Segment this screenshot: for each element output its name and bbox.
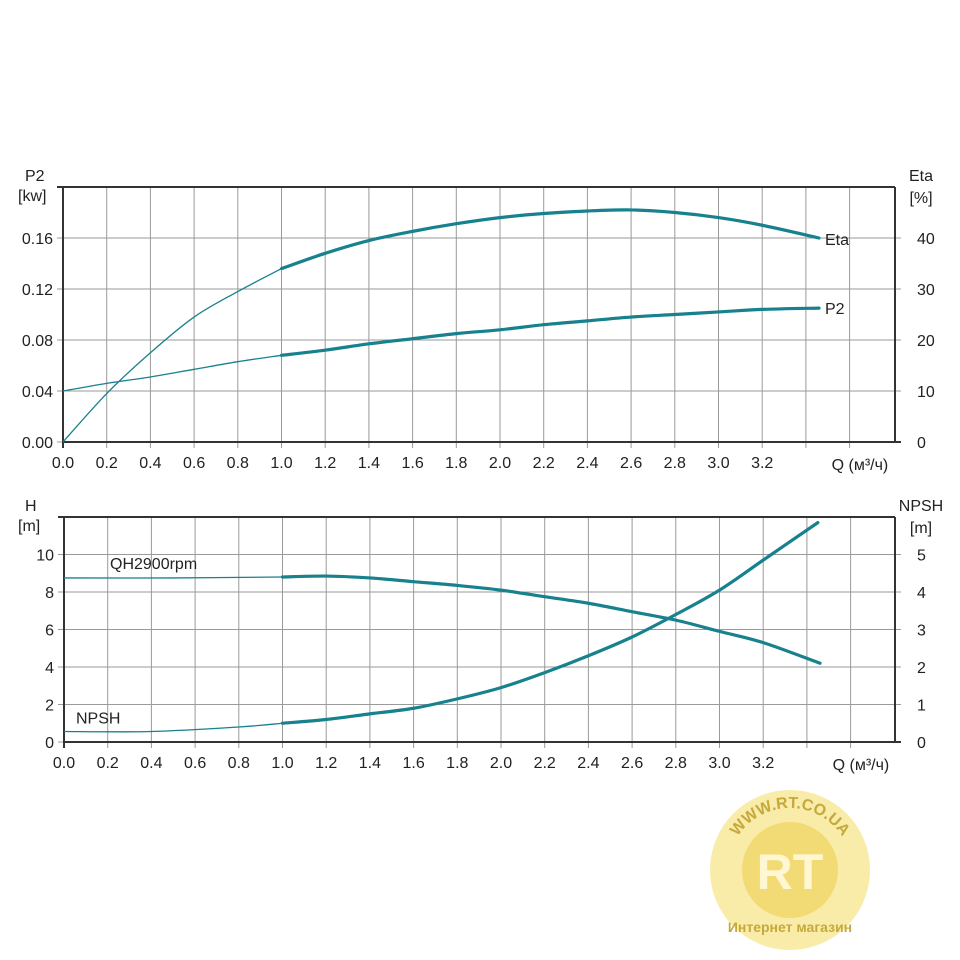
x-tick-label: 3.0 [708,755,730,772]
x-tick-label: 1.4 [358,455,380,472]
x-tick-label: 1.0 [271,755,293,772]
x-tick-label: 2.0 [489,455,511,472]
x-tick-label: 2.2 [533,455,555,472]
y-left-label: H [25,498,37,515]
y-right-tick-label: 10 [917,384,935,401]
y-right-label: Eta [909,168,933,185]
x-tick-label: 2.2 [534,755,556,772]
y-left-tick-label: 6 [45,623,54,640]
y-left-tick-label: 0 [45,735,54,752]
x-tick-label: 2.8 [665,755,687,772]
x-tick-label: 0.2 [96,455,118,472]
x-tick-label: 0.2 [97,755,119,772]
x-tick-label: 0.8 [228,755,250,772]
x-tick-label: 2.4 [576,455,598,472]
x-tick-label: 1.8 [446,755,468,772]
y-left-tick-label: 10 [36,548,54,565]
series-label-qh2900rpm: QH2900rpm [110,556,197,573]
y-right-tick-label: 40 [917,231,935,248]
watermark-subtext: Интернет магазин [728,919,852,935]
series-p2-line-thin [62,354,282,392]
y-right-tick-label: 2 [917,660,926,677]
x-axis-label: Q (м³/ч) [833,757,890,774]
x-tick-label: 0.0 [53,755,75,772]
x-tick-label: 2.6 [620,455,642,472]
watermark-logo-text: RT [757,844,824,900]
x-axis-label: Q (м³/ч) [832,457,889,474]
series-p2-line [279,306,821,357]
x-tick-label: 0.6 [183,455,205,472]
y-left-unit: [m] [18,518,40,535]
x-tick-label: 1.2 [315,755,337,772]
y-left-tick-label: 0.16 [22,231,53,248]
x-tick-label: 3.0 [707,455,729,472]
chart-panel-1: 0.00 0.04 0.08 0.12 0.16 0 10 20 30 40 0.0 0.2 0.4 0.… [18,168,935,474]
y-left-tick-label: 8 [45,585,54,602]
x-tick-label: 2.4 [577,755,599,772]
x-tick-label: 1.4 [359,755,381,772]
y-right-tick-label: 1 [917,698,926,715]
x-tick-label: 2.6 [621,755,643,772]
x-tick-label: 2.0 [490,755,512,772]
x-tick-label: 2.8 [664,455,686,472]
chart-panel-2: 0 2 4 6 8 10 0 1 2 3 4 5 0.0 0.2 0.4 0.6 0.8 1.0 1.2 1.4 1.6… [18,498,943,774]
y-right-tick-label: 4 [917,585,926,602]
series-eta-line-thin [62,268,282,443]
x-tick-label: 0.6 [184,755,206,772]
watermark-inner-circle [742,822,838,918]
x-tick-label: 1.0 [270,455,292,472]
x-tick-label: 1.2 [314,455,336,472]
y-right-tick-label: 3 [917,623,926,640]
series-label-p2: P2 [825,301,845,318]
y-left-tick-label: 4 [45,660,54,677]
y-left-label: P2 [25,168,45,185]
x-tick-label: 0.0 [52,455,74,472]
x-tick-label: 3.2 [752,755,774,772]
y-right-tick-label: 0 [917,435,926,452]
series-label-npsh: NPSH [76,711,120,728]
y-left-tick-label: 0.08 [22,333,53,350]
y-right-label: NPSH [899,498,943,515]
series-label-eta: Eta [825,232,849,249]
y-left-tick-label: 0.00 [22,435,53,452]
y-right-unit: [%] [909,190,932,207]
y-right-unit: [m] [910,520,932,537]
y-left-tick-label: 0.12 [22,282,53,299]
x-tick-label: 0.4 [139,455,161,472]
series-qh2900rpm-line [280,574,822,665]
y-right-tick-label: 20 [917,333,935,350]
x-tick-label: 0.4 [140,755,162,772]
x-tick-label: 1.8 [445,455,467,472]
y-right-tick-label: 0 [917,735,926,752]
y-right-tick-label: 5 [917,548,926,565]
y-left-tick-label: 2 [45,698,54,715]
y-right-tick-label: 30 [917,282,935,299]
x-tick-label: 1.6 [401,455,423,472]
series-eta-line [279,208,821,271]
x-tick-label: 3.2 [751,455,773,472]
watermark-circle [710,790,870,950]
series-npsh-line-thin [63,722,283,733]
y-left-tick-label: 0.04 [22,384,53,401]
x-tick-label: 0.8 [227,455,249,472]
series-npsh-line [280,521,820,725]
y-left-unit: [kw] [18,188,46,205]
x-tick-label: 1.6 [402,755,424,772]
